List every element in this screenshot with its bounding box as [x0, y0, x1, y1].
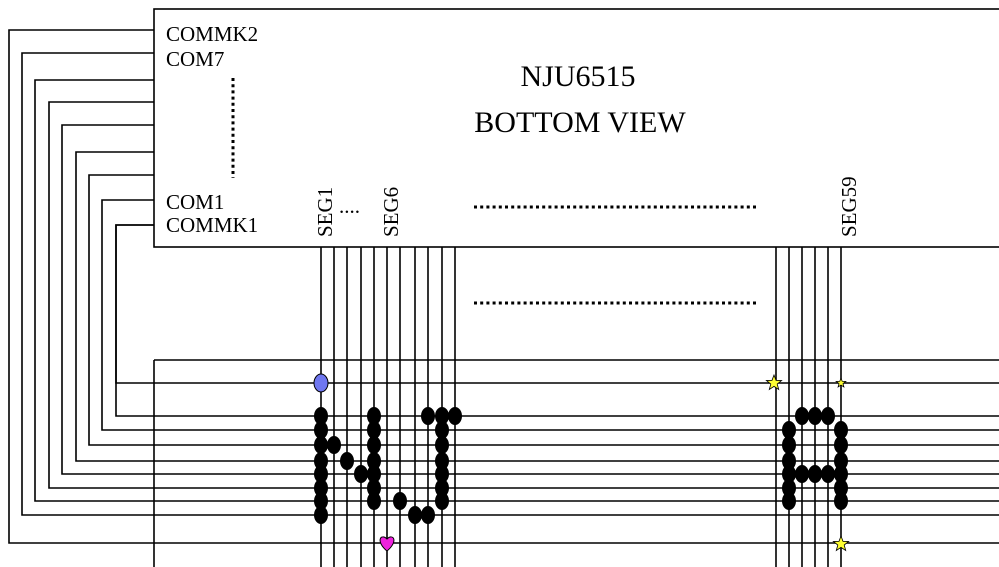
- pixel-dot: [782, 421, 796, 439]
- com-wire-1: [21, 52, 999, 516]
- pixel-dot: [327, 436, 341, 454]
- commk-indicator-dot: [313, 373, 329, 393]
- label-seg1: SEG1: [313, 187, 337, 237]
- pixel-dot: [782, 465, 796, 483]
- panel-frame: [153, 359, 999, 567]
- view-label: BOTTOM VIEW: [474, 106, 686, 139]
- pixel-dot: [367, 452, 381, 470]
- star-icon: [835, 376, 847, 388]
- pixel-dot: [795, 407, 809, 425]
- pixel-dot: [314, 407, 328, 425]
- seg-ellipsis: ....: [339, 194, 360, 218]
- com-wire-5: [75, 151, 999, 462]
- pixel-dot: [314, 465, 328, 483]
- pixel-dot: [808, 465, 822, 483]
- pixel-dot: [782, 452, 796, 470]
- pixel-dot: [821, 407, 835, 425]
- pixel-dot: [834, 421, 848, 439]
- pixel-dot: [314, 452, 328, 470]
- pixel-dot: [421, 407, 435, 425]
- pixel-dot: [354, 465, 368, 483]
- pixel-dot: [314, 492, 328, 510]
- star-icon: [765, 373, 783, 391]
- pixel-dot: [393, 492, 407, 510]
- pixel-dot: [421, 506, 435, 524]
- seg-wires: [320, 247, 842, 567]
- com-wire-6: [88, 174, 999, 446]
- pixel-dot: [834, 436, 848, 454]
- label-com7: COM7: [166, 47, 224, 71]
- pixel-dot: [367, 479, 381, 497]
- com-wire-2: [34, 79, 999, 502]
- label-seg59: SEG59: [837, 176, 861, 237]
- com-wire-8: [115, 224, 999, 417]
- pixel-dot: [435, 421, 449, 439]
- heart-icon: [379, 536, 395, 552]
- pixel-dot: [367, 492, 381, 510]
- commk1-wire: [115, 224, 999, 384]
- label-commk2: COMMK2: [166, 22, 258, 46]
- pixel-dot: [448, 407, 462, 425]
- pixel-dot: [314, 479, 328, 497]
- pixel-dot: [795, 465, 809, 483]
- com-wire-7: [101, 199, 999, 431]
- pixel-dot: [435, 492, 449, 510]
- com-wire-3: [48, 101, 999, 489]
- pixel-dot: [314, 436, 328, 454]
- label-commk1: COMMK1: [166, 213, 258, 237]
- pixel-dot: [834, 492, 848, 510]
- pixel-dot: [834, 465, 848, 483]
- pixel-dot: [821, 465, 835, 483]
- label-seg6: SEG6: [379, 187, 403, 237]
- pixel-dot: [782, 436, 796, 454]
- com-wire-0: [8, 29, 999, 544]
- pixel-dot: [808, 407, 822, 425]
- pixel-dot: [367, 421, 381, 439]
- pixel-dot: [782, 492, 796, 510]
- chip-name: NJU6515: [520, 60, 635, 93]
- label-com1: COM1: [166, 190, 224, 214]
- pixel-dot: [435, 479, 449, 497]
- pixel-dot: [340, 452, 354, 470]
- pixel-dot: [367, 407, 381, 425]
- pixel-dot: [314, 506, 328, 524]
- pixel-dot: [435, 452, 449, 470]
- pixel-dot: [367, 465, 381, 483]
- pixel-dot: [435, 465, 449, 483]
- pixel-dot: [834, 452, 848, 470]
- pixel-dot: [782, 479, 796, 497]
- star-icon: [832, 534, 850, 552]
- com-wire-4: [61, 124, 999, 475]
- pixel-dot: [314, 421, 328, 439]
- pixel-dot: [834, 479, 848, 497]
- pixel-dot: [408, 506, 422, 524]
- chip-body: [153, 8, 999, 248]
- com-wires: [8, 29, 999, 544]
- pixel-dot: [367, 436, 381, 454]
- pixel-dot: [435, 436, 449, 454]
- pixel-dot: [435, 407, 449, 425]
- lcd-pixels: [313, 373, 850, 552]
